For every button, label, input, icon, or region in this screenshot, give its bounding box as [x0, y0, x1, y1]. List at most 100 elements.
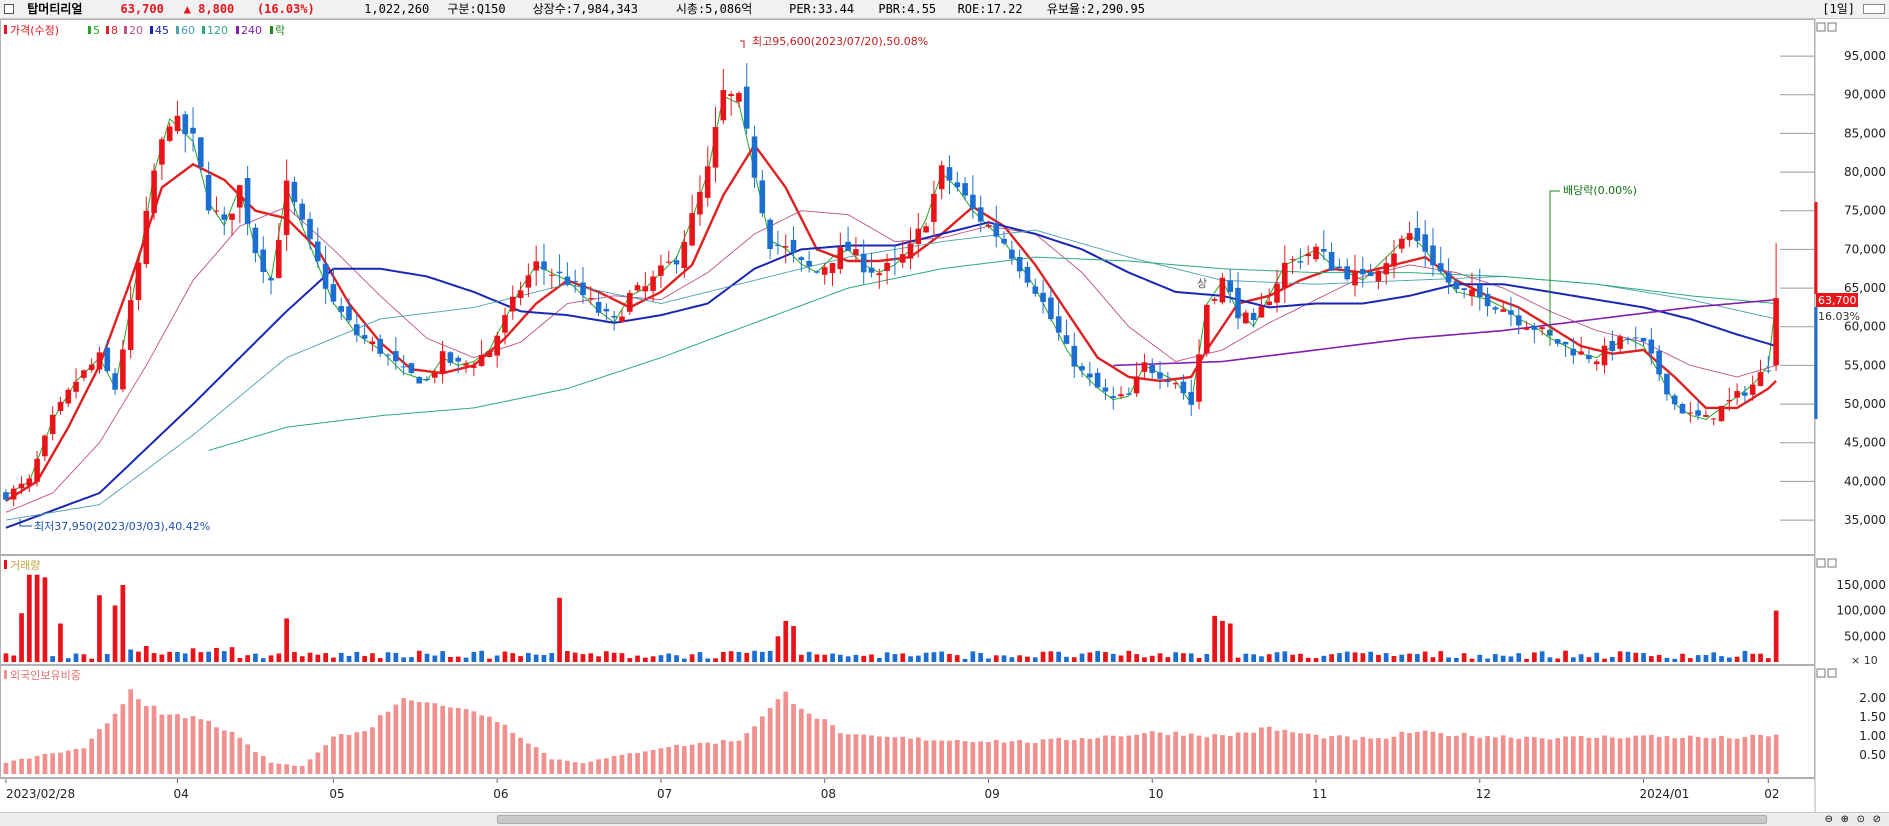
foreign-label[interactable]: 외국인보유비중 [10, 669, 81, 682]
foreign-bar [1407, 733, 1412, 774]
panel-button[interactable] [1816, 668, 1826, 678]
foreign-bar [1672, 738, 1678, 774]
candle-body [549, 274, 555, 276]
candle-body [3, 492, 9, 500]
candle-body [1671, 395, 1678, 405]
foreign-bar [1360, 736, 1366, 774]
volume-bar [838, 654, 843, 662]
volume-bar [479, 650, 484, 662]
scrollbar-thumb[interactable] [497, 815, 1767, 824]
volume-bar [315, 654, 321, 662]
candle-body [104, 347, 111, 372]
foreign-bar [206, 720, 211, 774]
candle-body [361, 335, 368, 339]
candle-body [1430, 245, 1436, 266]
candle-body [736, 93, 742, 102]
candle-body [244, 178, 251, 224]
candle-body [697, 191, 703, 215]
foreign-bar [1547, 739, 1553, 774]
price-legend: 가격(수정) 5 8 20 45 60 120 240 락 [4, 24, 285, 37]
candle-body [502, 315, 508, 333]
zoom-out-icon[interactable]: ⊖ [1824, 814, 1833, 825]
checkbox-icon[interactable] [4, 4, 14, 14]
legend-swatch [106, 26, 109, 34]
candle-body [424, 378, 430, 380]
price-change: ▲ 8,800 [183, 2, 235, 16]
stock-name[interactable]: 탑머티리얼 [27, 2, 83, 16]
foreign-bar [1734, 738, 1740, 774]
foreign-bar [198, 719, 204, 774]
candle-body [751, 136, 758, 178]
period-selector[interactable]: [1일] [1822, 2, 1855, 16]
candle-body [720, 90, 727, 121]
legend-swatch [270, 26, 273, 34]
candle-body [572, 281, 578, 282]
price-change-pct: (16.03%) [256, 2, 315, 16]
foreign-bar [1563, 736, 1568, 774]
foreign-bar [260, 755, 266, 774]
price-axis-tick: 75,000 [1844, 204, 1886, 218]
foreign-bar [1664, 736, 1670, 774]
panel-button[interactable] [1816, 22, 1826, 32]
candle-body [112, 373, 118, 390]
foreign-bar [1056, 737, 1061, 774]
zoom-reset-icon[interactable]: ⊙ [1856, 814, 1865, 825]
volume-bar [471, 652, 477, 662]
panel-button[interactable] [1816, 558, 1826, 568]
candle-body [1016, 257, 1023, 272]
volume-bar [643, 657, 648, 662]
volume-bar [455, 656, 461, 662]
volume-bar [81, 654, 87, 662]
window-controls[interactable] [1863, 4, 1885, 14]
foreign-bar [650, 749, 656, 774]
foreign-legend: 외국인보유비중 [4, 669, 81, 682]
volume-bar [744, 652, 750, 662]
zoom-fit-icon[interactable]: ⊘ [1872, 814, 1881, 825]
volume-bar [1149, 655, 1155, 662]
candle-body [205, 175, 212, 211]
stock-chart[interactable]: 95,000 90,000 85,000 80,000 75,000 70,000 65,0… [0, 19, 1889, 812]
candle-body [463, 363, 469, 366]
candle-body [588, 298, 594, 300]
candle-body [845, 241, 851, 251]
foreign-bar [1001, 742, 1007, 774]
volume-bar [1711, 652, 1717, 662]
foreign-bar [27, 758, 32, 774]
foreign-bar [479, 715, 484, 774]
horizontal-scrollbar[interactable]: ⊖ ⊕ ⊙ ⊘ [0, 812, 1889, 826]
panel-button[interactable] [1827, 558, 1837, 568]
candle-body [962, 183, 968, 196]
low-label: 최저37,950(2023/03/03),40.42% [34, 520, 210, 533]
volume-bar [1508, 656, 1514, 662]
zoom-in-icon[interactable]: ⊕ [1840, 814, 1849, 825]
volume-bar [143, 646, 149, 662]
volume-bar [1649, 656, 1654, 662]
foreign-bar [1181, 735, 1186, 774]
volume-bar [1446, 657, 1451, 662]
candle-body [884, 262, 890, 271]
panel-button[interactable] [1827, 668, 1837, 678]
candle-body [18, 483, 25, 489]
volume-label[interactable]: 거래량 [10, 559, 40, 572]
panel-button[interactable] [1827, 22, 1837, 32]
volume-bar [533, 654, 539, 662]
candle-body [1243, 312, 1249, 324]
candle-body [931, 193, 937, 222]
current-price-tag-value: 63,700 [1818, 294, 1857, 307]
volume-bar [1251, 654, 1256, 662]
candle-body [1297, 261, 1304, 263]
foreign-bar [494, 722, 500, 774]
volume-bar [1422, 651, 1428, 662]
foreign-bar [1032, 743, 1038, 774]
volume-bar [1586, 657, 1592, 662]
legend-price[interactable]: 가격(수정) [10, 24, 59, 37]
foreign-bar [1656, 737, 1662, 774]
foreign-bar [627, 753, 633, 774]
x-axis-tick: 2024/01 [1640, 787, 1690, 801]
candle-body [1383, 263, 1389, 275]
foreign-bar [752, 726, 757, 774]
foreign-bar [1344, 736, 1350, 774]
volume-bar [1298, 653, 1303, 662]
volume-bar [214, 647, 219, 662]
x-axis-tick: 10 [1148, 787, 1163, 801]
